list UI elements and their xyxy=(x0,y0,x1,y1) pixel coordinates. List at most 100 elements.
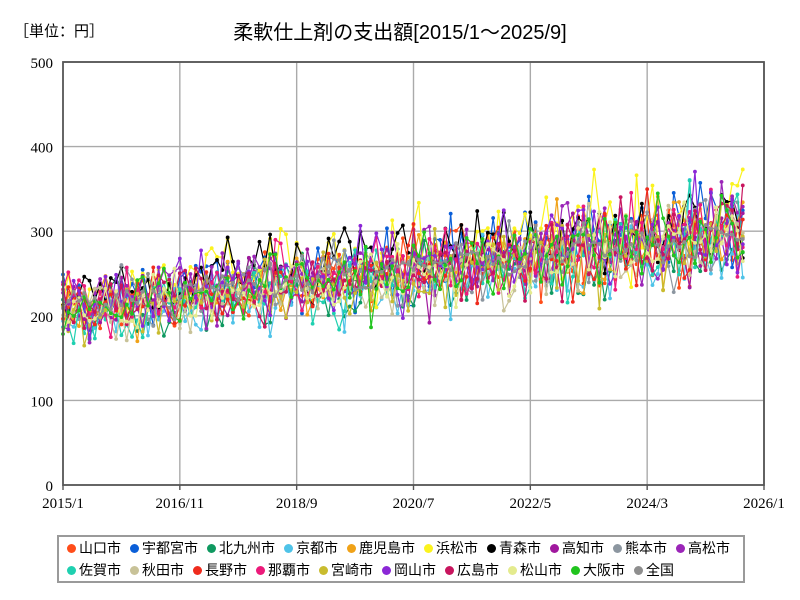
data-point xyxy=(241,272,246,277)
legend-item-大阪市[interactable]: 大阪市 xyxy=(571,563,625,577)
data-point xyxy=(347,255,352,260)
data-point xyxy=(300,261,304,266)
data-point xyxy=(592,240,596,245)
data-point xyxy=(533,220,538,225)
data-point xyxy=(565,200,570,205)
data-point xyxy=(347,282,352,286)
data-point xyxy=(661,216,665,221)
legend-item-鹿児島市[interactable]: 鹿児島市 xyxy=(347,541,415,555)
legend-item-山口市[interactable]: 山口市 xyxy=(67,541,121,555)
data-point xyxy=(66,319,71,324)
legend-item-岡山市[interactable]: 岡山市 xyxy=(382,563,436,577)
data-point xyxy=(369,325,373,330)
data-point xyxy=(390,283,395,288)
data-point xyxy=(183,295,188,299)
data-point xyxy=(385,287,389,291)
data-point xyxy=(337,265,342,270)
data-point xyxy=(666,244,671,249)
data-point xyxy=(172,266,177,271)
legend-item-佐賀市[interactable]: 佐賀市 xyxy=(67,563,121,577)
data-point xyxy=(549,281,554,286)
data-point xyxy=(326,296,331,301)
data-point xyxy=(151,313,156,318)
data-point xyxy=(517,269,522,274)
data-point xyxy=(215,317,219,322)
legend-item-全国[interactable]: 全国 xyxy=(634,563,674,577)
data-point xyxy=(645,187,650,192)
legend-item-秋田市[interactable]: 秋田市 xyxy=(130,563,184,577)
data-point xyxy=(475,276,480,281)
data-point xyxy=(140,324,145,328)
data-point xyxy=(82,274,87,279)
data-point xyxy=(140,329,145,334)
legend-label: 京都市 xyxy=(296,540,338,556)
legend-label: 岡山市 xyxy=(394,562,436,578)
legend-item-高知市[interactable]: 高知市 xyxy=(550,541,604,555)
data-point xyxy=(671,290,676,295)
data-point xyxy=(300,299,304,304)
data-point xyxy=(464,262,469,267)
data-point xyxy=(581,253,586,258)
y-tick-label: 0 xyxy=(46,479,54,495)
legend-item-高松市[interactable]: 高松市 xyxy=(676,541,730,555)
data-point xyxy=(687,273,692,277)
data-point xyxy=(140,275,145,279)
data-point xyxy=(98,320,103,325)
legend-item-熊本市[interactable]: 熊本市 xyxy=(613,541,667,555)
data-point xyxy=(156,281,161,286)
data-point xyxy=(735,228,740,233)
data-point xyxy=(693,261,697,266)
data-point xyxy=(501,308,506,313)
data-point xyxy=(231,259,235,264)
data-point xyxy=(485,254,490,259)
data-point xyxy=(501,258,506,262)
legend-item-浜松市[interactable]: 浜松市 xyxy=(424,541,478,555)
data-point xyxy=(199,276,203,281)
data-point xyxy=(300,288,304,293)
data-point xyxy=(507,242,511,247)
data-point xyxy=(162,266,166,271)
data-point xyxy=(602,271,607,276)
data-point xyxy=(252,254,257,259)
data-point xyxy=(98,312,103,317)
data-point xyxy=(698,264,703,268)
data-point xyxy=(284,289,288,294)
data-point xyxy=(454,305,458,310)
data-point xyxy=(602,253,607,258)
data-point xyxy=(135,339,140,344)
data-point xyxy=(225,235,230,240)
legend-item-長野市[interactable]: 長野市 xyxy=(193,563,247,577)
data-point xyxy=(337,252,342,257)
data-point xyxy=(209,285,214,290)
legend-item-宮崎市[interactable]: 宮崎市 xyxy=(319,563,373,577)
data-point xyxy=(199,288,203,292)
data-point xyxy=(310,290,315,295)
legend-item-宇都宮市[interactable]: 宇都宮市 xyxy=(130,541,198,555)
data-point xyxy=(374,267,379,272)
data-point xyxy=(337,327,342,332)
legend-item-松山市[interactable]: 松山市 xyxy=(508,563,562,577)
data-point xyxy=(278,241,283,246)
legend-item-北九州市[interactable]: 北九州市 xyxy=(207,541,275,555)
data-point xyxy=(135,325,140,330)
data-point xyxy=(406,243,411,248)
legend-item-京都市[interactable]: 京都市 xyxy=(284,541,338,555)
data-point xyxy=(326,313,331,318)
data-point xyxy=(533,271,538,275)
data-point xyxy=(512,269,517,274)
data-point xyxy=(347,239,352,244)
series-大阪市 xyxy=(61,191,745,336)
data-point xyxy=(501,254,506,259)
legend-item-那覇市[interactable]: 那覇市 xyxy=(256,563,310,577)
data-point xyxy=(438,287,442,292)
legend-item-広島市[interactable]: 広島市 xyxy=(445,563,499,577)
data-point xyxy=(581,221,586,226)
data-point xyxy=(714,226,719,230)
data-point xyxy=(369,268,373,273)
data-point xyxy=(576,239,581,244)
data-point xyxy=(560,218,565,223)
data-point xyxy=(331,302,336,307)
legend-item-青森市[interactable]: 青森市 xyxy=(487,541,541,555)
data-point xyxy=(554,197,559,201)
data-point xyxy=(592,277,596,282)
